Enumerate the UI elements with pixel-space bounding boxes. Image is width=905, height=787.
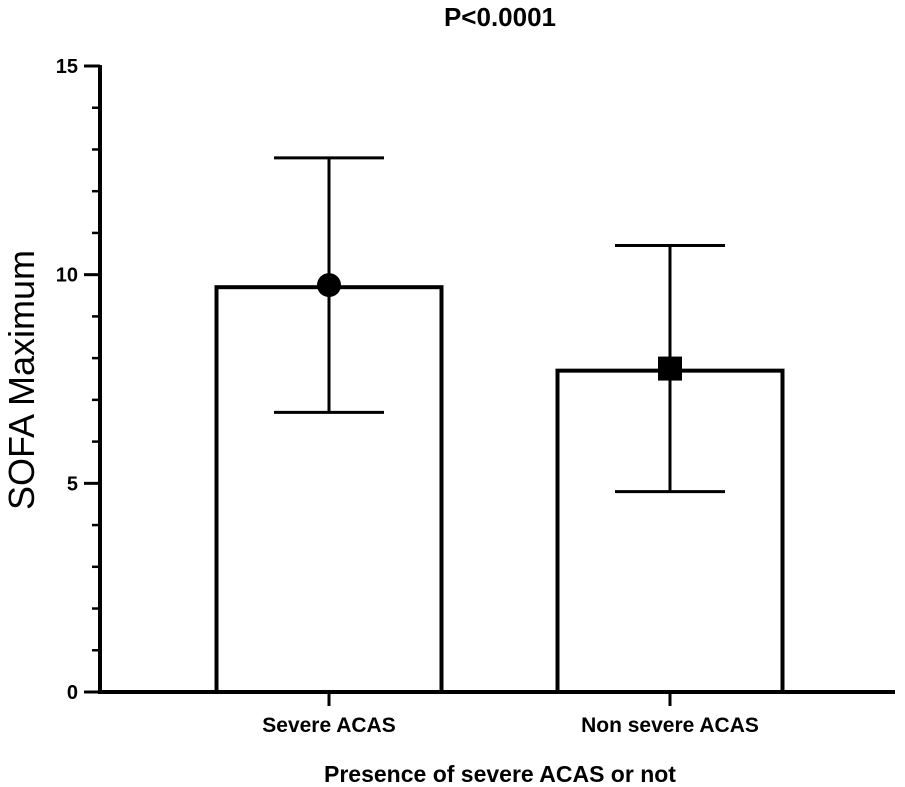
x-tick-label-1: Severe ACAS xyxy=(262,714,395,737)
y-axis-label: SOFA Maximum xyxy=(1,250,42,510)
x-tick-label-2: Non severe ACAS xyxy=(581,714,759,737)
marker-square-2 xyxy=(658,356,682,381)
y-tick-label: 5 xyxy=(67,473,78,495)
chart-marks xyxy=(214,156,785,694)
chart-axes: Severe ACAS Non severe ACAS 0 5 10 15 xyxy=(56,56,895,737)
chart-title: P<0.0001 xyxy=(444,2,556,32)
y-tick-label: 10 xyxy=(56,265,78,287)
y-tick-label: 0 xyxy=(67,682,78,704)
x-axis-label: Presence of severe ACAS or not xyxy=(324,761,676,787)
marker-circle-1 xyxy=(317,273,341,298)
y-tick-label: 15 xyxy=(56,56,78,78)
